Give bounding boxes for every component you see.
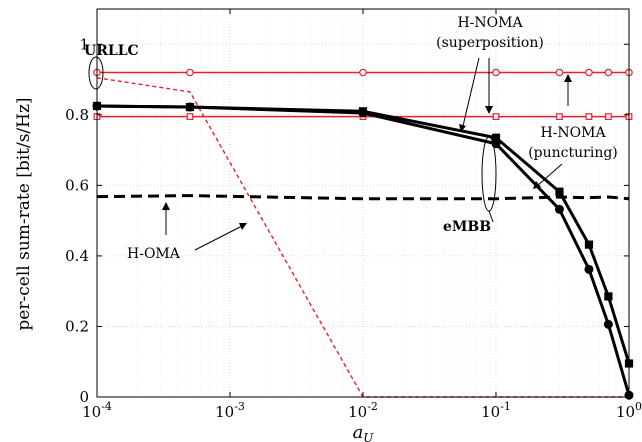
- x-tick-base: 10: [348, 403, 367, 421]
- markers-layer: [92, 68, 634, 400]
- x-tick-exponent: -4: [101, 400, 112, 413]
- point-urllc_superposition: [186, 68, 194, 77]
- annotation-hnoma-superposition-line1: H-NOMA: [457, 15, 523, 31]
- point-embb_puncturing: [358, 107, 368, 116]
- y-tick-label: 0.6: [65, 176, 89, 194]
- y-tick-label: 0.4: [65, 247, 89, 265]
- point-embb_puncturing: [584, 240, 594, 249]
- point-urllc_puncturing: [556, 113, 563, 120]
- point-urllc_superposition: [604, 68, 613, 77]
- point-embb_puncturing: [555, 187, 564, 196]
- x-tick-exponent: -2: [367, 400, 378, 413]
- hnoma-sup-arrow-1: [462, 57, 480, 127]
- point-urllc_puncturing: [585, 113, 593, 120]
- arrowhead-sup-2: [485, 106, 493, 114]
- y-axis-label: per-cell sum-rate [bit/s/Hz]: [14, 97, 34, 330]
- x-tick-exponent: 0: [635, 400, 642, 413]
- urllc-ellipse: [88, 56, 104, 90]
- y-tick-label: 1: [79, 35, 89, 53]
- embb-pointer-line: [488, 210, 494, 223]
- arrowhead-punc-1: [564, 74, 572, 82]
- arrowhead-punc-2: [533, 181, 541, 189]
- point-urllc_puncturing: [492, 113, 500, 120]
- x-tick-label: 100: [616, 400, 642, 421]
- annotation-hnoma-puncturing-line2: (puncturing): [528, 145, 618, 161]
- x-tick-exponent: -1: [500, 400, 511, 413]
- arrowhead-sup-1: [459, 124, 466, 132]
- arrowhead-homa-2: [239, 223, 247, 230]
- point-urllc_superposition: [492, 68, 500, 77]
- point-urllc_puncturing: [186, 113, 194, 120]
- y-tick-label: 0: [79, 388, 89, 406]
- x-tick-label: 10-3: [215, 400, 245, 421]
- series-line-embb_homa: [96, 194, 630, 201]
- x-tick-label: 10-2: [348, 400, 378, 421]
- point-embb_puncturing: [491, 133, 501, 142]
- y-tick-label: 0.8: [65, 106, 89, 124]
- point-urllc_superposition: [359, 68, 367, 77]
- x-axis-label: aU: [353, 422, 375, 442]
- point-embb_superposition: [584, 264, 594, 274]
- annotation-shapes: [88, 56, 569, 251]
- x-tick-label: 10-1: [481, 400, 511, 421]
- point-embb_superposition: [554, 204, 564, 214]
- x-tick-label: 10-4: [82, 400, 112, 421]
- y-tick-label: 0.2: [65, 317, 89, 335]
- hnoma-punc-arrow-2: [536, 163, 563, 187]
- point-embb_puncturing: [185, 102, 195, 112]
- x-tick-base: 10: [82, 403, 101, 421]
- point-urllc_superposition: [555, 68, 564, 77]
- x-tick-base: 10: [616, 403, 635, 421]
- point-embb_puncturing: [604, 292, 613, 301]
- arrowhead-homa-1: [162, 202, 170, 210]
- plot-frame: [96, 8, 630, 398]
- annotation-urllc: URLLC: [84, 43, 139, 59]
- series-line-embb_puncturing: [96, 104, 631, 364]
- annotation-embb: eMBB: [443, 219, 491, 235]
- annotation-homa: H-OMA: [127, 246, 181, 262]
- annotation-arrowheads: [162, 74, 572, 230]
- point-urllc_puncturing: [604, 113, 612, 120]
- annotation-hnoma-superposition-line2: (superposition): [436, 35, 544, 51]
- x-tick-base: 10: [481, 403, 500, 421]
- x-axis-label-subscript: U: [363, 431, 374, 442]
- annotation-hnoma-puncturing-line1: H-NOMA: [540, 125, 606, 141]
- x-tick-base: 10: [215, 403, 234, 421]
- homa-arrow-2: [194, 225, 243, 251]
- x-tick-exponent: -3: [234, 400, 245, 413]
- point-urllc_superposition: [585, 68, 593, 77]
- grid: [96, 9, 629, 398]
- point-embb_superposition: [603, 319, 613, 329]
